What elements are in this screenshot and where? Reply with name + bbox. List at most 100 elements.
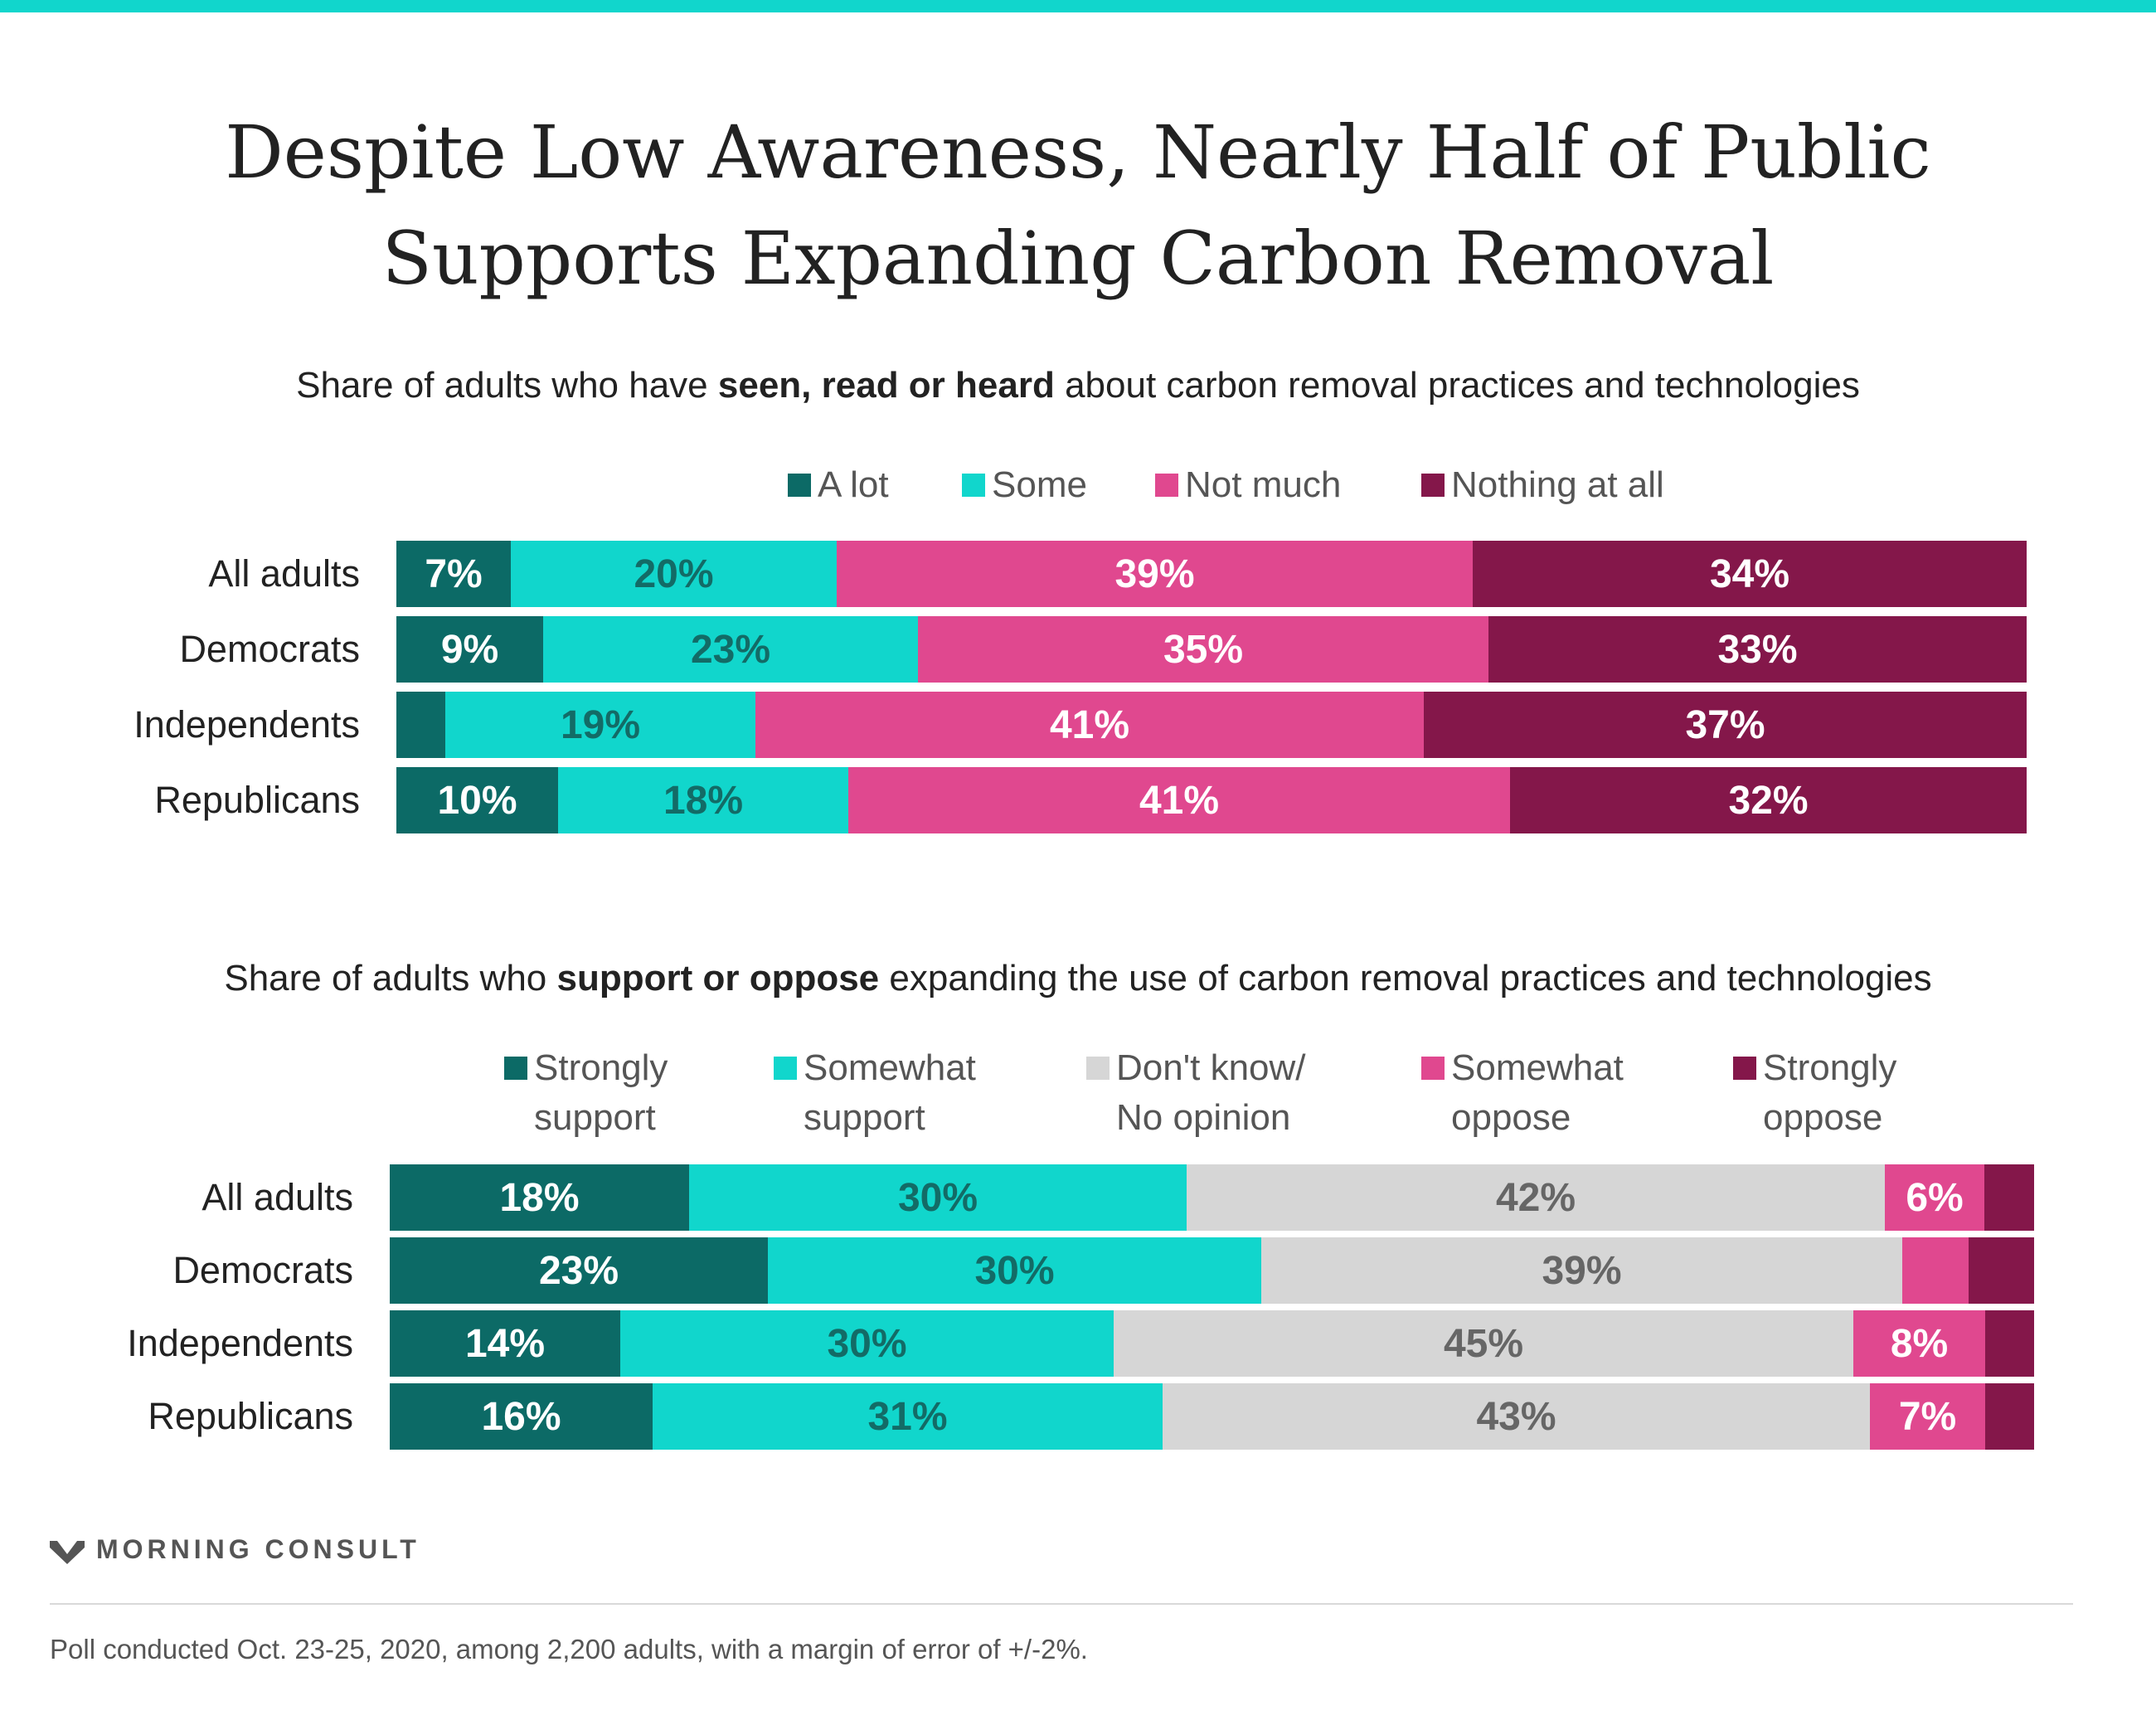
chart1-row-label-all-adults: All adults (208, 552, 360, 595)
legend-swatch-not-much (1155, 474, 1178, 497)
data-label: 20% (634, 552, 714, 596)
chart2-row-label-independents: Independents (127, 1322, 353, 1364)
bar-segment-strongly-oppose-independents (1985, 1310, 2034, 1377)
data-label: 18% (663, 778, 744, 823)
chart1-bar-row-independents: 19% 41% 37% (396, 692, 2027, 758)
chart1-row-label-democrats: Democrats (179, 628, 360, 670)
bar-segment-somewhat-support-independents: 30% (620, 1310, 1114, 1377)
data-label: 19% (560, 702, 641, 747)
bar-segment-nothing-at-all-independents: 37% (1424, 692, 2027, 758)
chart2-bar-row-democrats: 23% 30% 39% (390, 1237, 2034, 1304)
data-label: 39% (1114, 552, 1195, 596)
legend-label-not-much: Not much (1185, 464, 1342, 505)
data-label: 31% (867, 1394, 948, 1439)
bar-segment-don-t-know-no-opinion-independents: 45% (1114, 1310, 1853, 1377)
legend-swatch-a-lot (788, 474, 811, 497)
bar-segment-strongly-support-all-adults: 18% (390, 1164, 689, 1231)
bar-segment-a-lot-republicans: 10% (396, 767, 558, 833)
bar-segment-strongly-oppose-democrats (1969, 1237, 2034, 1304)
bar-segment-somewhat-support-all-adults: 30% (689, 1164, 1187, 1231)
bar-segment-strongly-support-independents: 14% (390, 1310, 620, 1377)
legend-label-strongly-oppose: Strongly oppose (1763, 1047, 1897, 1138)
data-label: 30% (974, 1248, 1055, 1293)
bar-segment-somewhat-support-democrats: 30% (768, 1237, 1261, 1304)
bar-segment-not-much-democrats: 35% (918, 616, 1488, 683)
legend-label-dont-know: Don't know/No opinion (1116, 1047, 1306, 1138)
data-label: 7% (1898, 1394, 1957, 1439)
chart2-subtitle-bold: support or oppose (556, 958, 880, 999)
data-label: 7% (425, 552, 483, 596)
data-label: 41% (1139, 778, 1220, 823)
bar-segment-somewhat-oppose-independents: 8% (1853, 1310, 1985, 1377)
legend-swatch-strongly-oppose (1733, 1057, 1756, 1080)
data-label: 33% (1717, 627, 1798, 672)
data-label: 32% (1728, 778, 1809, 823)
bar-segment-a-lot-independents (396, 692, 445, 758)
legend-label-somewhat-support: Somewhat support (804, 1047, 976, 1138)
chart2-subtitle-post: expanding the use of carbon removal prac… (879, 958, 1932, 999)
chart1-legend: A lot Some Not much Nothing at all (0, 460, 2156, 510)
legend-swatch-somewhat-support (774, 1057, 797, 1080)
morning-consult-logo-icon (50, 1541, 85, 1564)
data-label: 39% (1542, 1248, 1622, 1293)
chart2-subtitle-pre: Share of adults who (224, 958, 557, 999)
chart2-row-label-republicans: Republicans (148, 1395, 353, 1437)
data-label: 35% (1163, 627, 1244, 672)
morning-consult-logo-text: MORNING CONSULT (96, 1534, 420, 1564)
title-line-2: Supports Expanding Carbon Removal (381, 216, 1775, 301)
legend-swatch-somewhat-oppose (1421, 1057, 1445, 1080)
bar-segment-not-much-independents: 41% (755, 692, 1424, 758)
data-label: 14% (464, 1321, 546, 1366)
chart1-row-label-republicans: Republicans (154, 779, 360, 821)
legend-label-nothing-at-all: Nothing at all (1451, 464, 1664, 505)
bar-segment-strongly-oppose-republicans (1985, 1383, 2034, 1450)
bar-segment-strongly-oppose-all-adults (1984, 1164, 2034, 1231)
bar-segment-somewhat-oppose-democrats (1902, 1237, 1969, 1304)
bar-segment-some-all-adults: 20% (511, 541, 837, 607)
chart2-bar-row-all-adults: 18% 30% 42% 6% (390, 1164, 2034, 1231)
bar-segment-somewhat-oppose-republicans: 7% (1870, 1383, 1985, 1450)
legend-swatch-some (962, 474, 985, 497)
data-label: 42% (1495, 1175, 1576, 1220)
data-label: 30% (897, 1175, 978, 1220)
chart2-bar-row-independents: 14% 30% 45% 8% (390, 1310, 2034, 1377)
legend-swatch-nothing-at-all (1421, 474, 1445, 497)
legend-swatch-dont-know (1086, 1057, 1110, 1080)
chart1-subtitle-pre: Share of adults who have (296, 365, 718, 406)
bar-segment-nothing-at-all-republicans: 32% (1510, 767, 2027, 833)
chart2-subtitle: Share of adults who support or oppose ex… (0, 958, 2156, 999)
data-label: 10% (437, 778, 517, 823)
chart2-legend: Strongly support Somewhat support Don't kn… (0, 1043, 2156, 1143)
chart2-bar-row-republicans: 16% 31% 43% 7% (390, 1383, 2034, 1450)
bar-segment-strongly-support-democrats: 23% (390, 1237, 768, 1304)
bar-segment-not-much-all-adults: 39% (837, 541, 1473, 607)
bar-segment-some-republicans: 18% (558, 767, 848, 833)
footnote: Poll conducted Oct. 23-25, 2020, among 2… (50, 1634, 1088, 1664)
bar-segment-somewhat-oppose-all-adults: 6% (1885, 1164, 1984, 1231)
data-label: 34% (1709, 552, 1790, 596)
top-accent-stripe (0, 0, 2156, 12)
footer-divider (50, 1603, 2073, 1605)
bar-segment-not-much-republicans: 41% (848, 767, 1510, 833)
data-label: 41% (1049, 702, 1130, 747)
data-label: 23% (538, 1248, 619, 1293)
data-label: 43% (1476, 1394, 1556, 1439)
chart1-bar-row-democrats: 9% 23% 35% 33% (396, 616, 2027, 683)
legend-label-some: Some (992, 464, 1087, 505)
chart1-subtitle-bold: seen, read or heard (717, 365, 1055, 406)
chart1-subtitle: Share of adults who have seen, read or h… (0, 365, 2156, 406)
data-label: 30% (827, 1321, 907, 1366)
bar-segment-nothing-at-all-democrats: 33% (1488, 616, 2027, 683)
chart2-row-label-all-adults: All adults (202, 1176, 353, 1218)
bar-segment-don-t-know-no-opinion-republicans: 43% (1163, 1383, 1870, 1450)
data-label: 6% (1906, 1175, 1964, 1220)
bar-segment-don-t-know-no-opinion-all-adults: 42% (1187, 1164, 1885, 1231)
chart1-bar-row-republicans: 10% 18% 41% 32% (396, 767, 2027, 833)
bar-segment-strongly-support-republicans: 16% (390, 1383, 653, 1450)
chart2-row-label-democrats: Democrats (172, 1249, 353, 1291)
bar-segment-some-democrats: 23% (543, 616, 918, 683)
bar-segment-nothing-at-all-all-adults: 34% (1473, 541, 2027, 607)
bar-segment-somewhat-support-republicans: 31% (653, 1383, 1163, 1450)
data-label: 23% (690, 627, 771, 672)
data-label: 18% (499, 1175, 580, 1220)
